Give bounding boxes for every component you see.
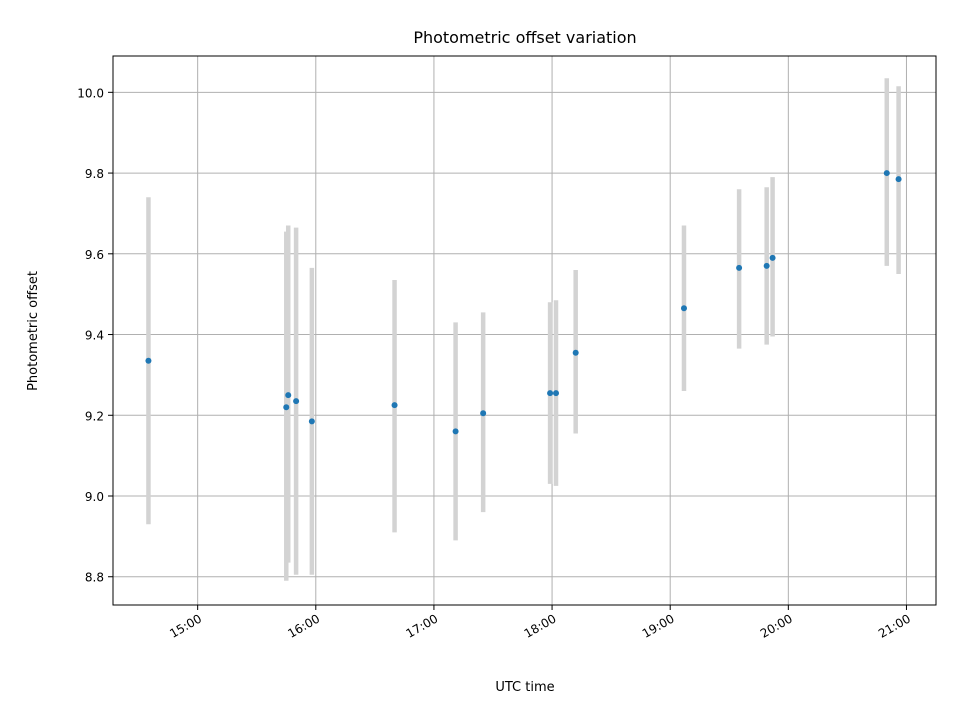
data-point — [283, 404, 290, 411]
plot-frame — [112, 55, 937, 606]
grid — [113, 56, 936, 605]
chart-title: Photometric offset variation — [413, 28, 636, 47]
data-point — [391, 402, 398, 409]
data-point — [547, 390, 554, 397]
data-point — [145, 357, 152, 364]
data-point — [572, 349, 579, 356]
data-point — [736, 264, 743, 271]
y-axis: 8.8 9.0 9.2 9.4 9.6 9.8 10.0 — [77, 86, 113, 585]
y-tick-label: 9.6 — [85, 248, 104, 262]
x-axis-label: UTC time — [495, 680, 554, 695]
data-point — [452, 428, 459, 435]
y-tick-label: 8.8 — [85, 571, 104, 585]
data-point — [763, 262, 770, 269]
data-point — [769, 254, 776, 261]
data-point — [680, 305, 687, 312]
y-tick-label: 9.0 — [85, 490, 104, 504]
data-point — [553, 390, 560, 397]
data-point — [883, 170, 890, 177]
y-tick-label: 9.8 — [85, 167, 104, 181]
y-tick-label: 9.2 — [85, 409, 104, 423]
data-point — [285, 392, 292, 399]
data-point — [308, 418, 315, 425]
data-point — [895, 176, 902, 183]
data-point — [480, 410, 487, 417]
data-point — [293, 398, 300, 405]
data-points — [145, 170, 902, 435]
y-tick-label: 10.0 — [77, 86, 104, 100]
y-axis-label: Photometric offset — [26, 271, 41, 391]
y-tick-label: 9.4 — [85, 329, 104, 343]
